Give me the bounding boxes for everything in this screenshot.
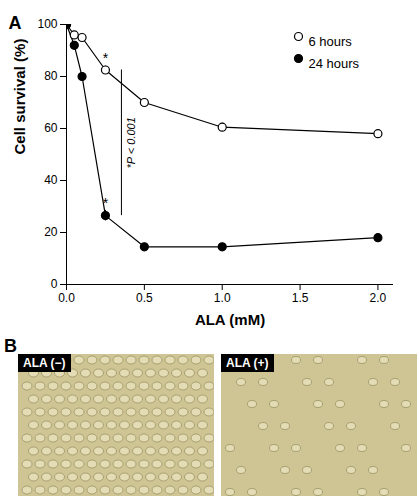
svg-text:ALA (mM): ALA (mM) bbox=[195, 311, 265, 328]
svg-text:1.5: 1.5 bbox=[292, 291, 309, 305]
svg-text:*: * bbox=[103, 50, 109, 66]
svg-text:40: 40 bbox=[44, 173, 58, 187]
svg-text:6 hours: 6 hours bbox=[309, 34, 353, 49]
svg-text:80: 80 bbox=[44, 69, 58, 83]
svg-text:100: 100 bbox=[37, 17, 57, 31]
html-text:ALA (−): ALA (−) bbox=[23, 356, 66, 370]
svg-text:20: 20 bbox=[44, 225, 58, 239]
svg-text:*P < 0.001: *P < 0.001 bbox=[125, 117, 137, 168]
svg-text:0.5: 0.5 bbox=[136, 291, 153, 305]
svg-text:60: 60 bbox=[44, 121, 58, 135]
svg-text:Cell survival (%): Cell survival (%) bbox=[11, 39, 28, 155]
svg-text:0.0: 0.0 bbox=[58, 291, 75, 305]
svg-text:2.0: 2.0 bbox=[370, 291, 387, 305]
html-text:ALA (+): ALA (+) bbox=[226, 356, 269, 370]
svg-text:24 hours: 24 hours bbox=[309, 56, 360, 71]
svg-text:0: 0 bbox=[51, 277, 58, 291]
svg-text:*: * bbox=[103, 195, 109, 211]
html-text:B: B bbox=[4, 336, 17, 356]
svg-text:A: A bbox=[9, 13, 22, 33]
svg-text:1.0: 1.0 bbox=[214, 291, 231, 305]
